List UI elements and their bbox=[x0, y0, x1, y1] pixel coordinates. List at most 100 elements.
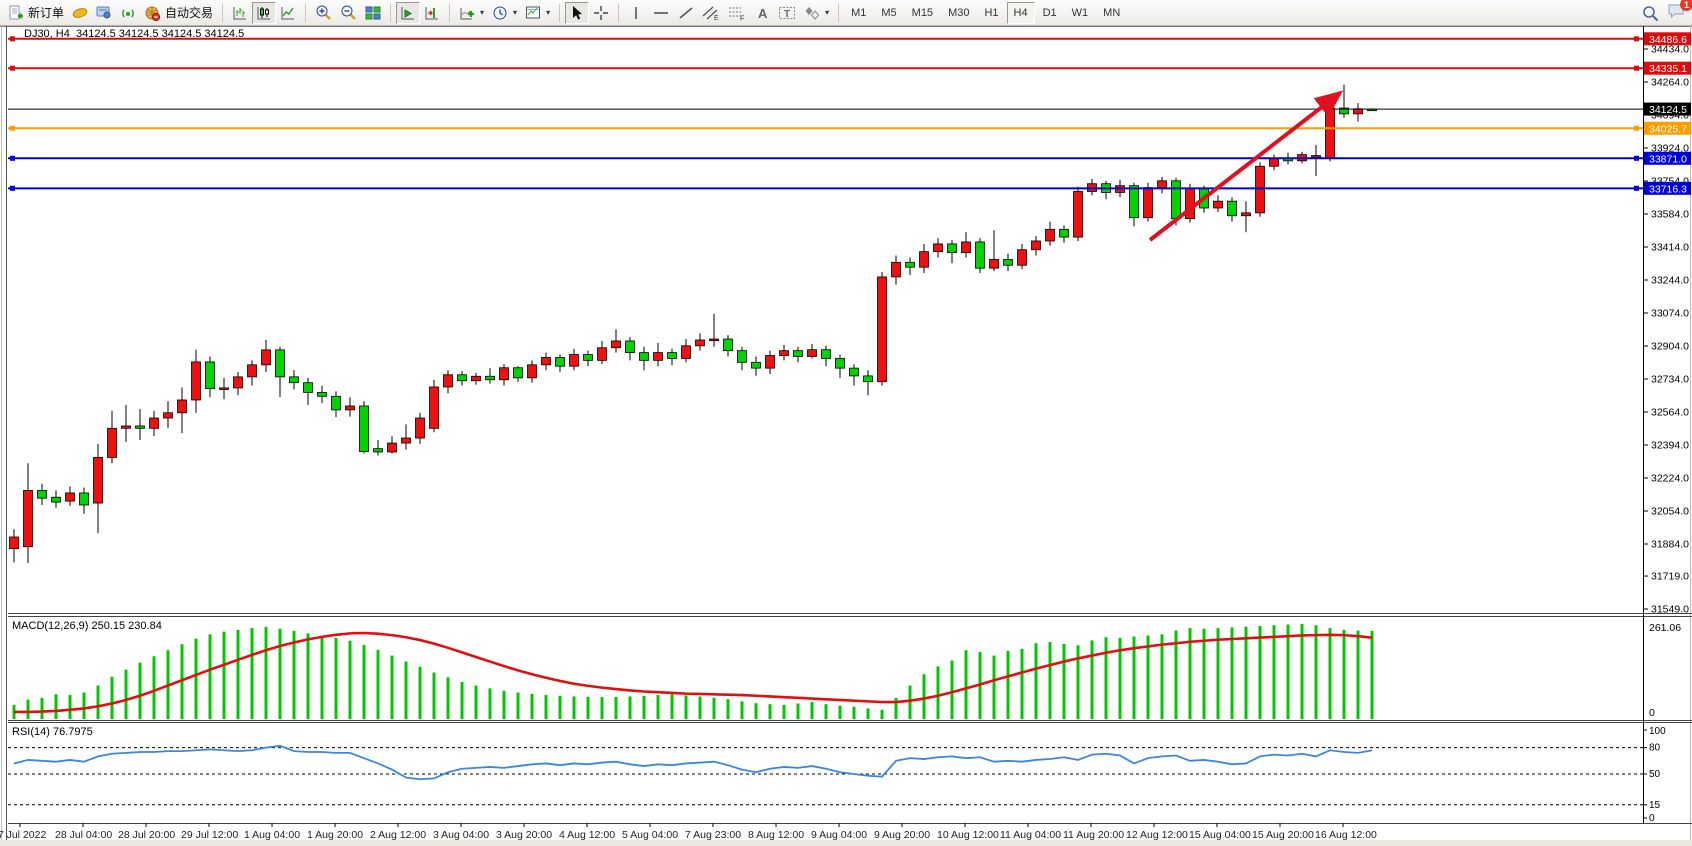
svg-text:9 Aug 20:00: 9 Aug 20:00 bbox=[874, 829, 930, 841]
market-icon bbox=[72, 7, 88, 18]
notification-badge: 1 bbox=[1680, 0, 1692, 11]
horizontal-line-button[interactable] bbox=[648, 2, 674, 24]
clock-icon bbox=[493, 6, 507, 19]
timeframe-H1[interactable]: H1 bbox=[984, 6, 999, 19]
svg-text:28 Jul 20:00: 28 Jul 20:00 bbox=[118, 829, 175, 841]
timeframe-M30[interactable]: M30 bbox=[948, 6, 970, 19]
zoom-in-icon bbox=[316, 5, 331, 20]
svg-text:33584.0: 33584.0 bbox=[1651, 209, 1689, 221]
market-button[interactable] bbox=[68, 2, 92, 24]
svg-text:16 Aug 12:00: 16 Aug 12:00 bbox=[1315, 829, 1377, 841]
trendline-button[interactable] bbox=[674, 2, 698, 24]
svg-text:9 Aug 04:00: 9 Aug 04:00 bbox=[811, 829, 867, 841]
arrows-button[interactable]: ▾ bbox=[800, 2, 833, 24]
horizontal-line-icon bbox=[654, 11, 669, 14]
svg-text:0: 0 bbox=[1649, 707, 1655, 719]
signals-button[interactable] bbox=[116, 2, 140, 24]
svg-text:28 Jul 04:00: 28 Jul 04:00 bbox=[55, 829, 112, 841]
svg-text:12 Aug 12:00: 12 Aug 12:00 bbox=[1126, 829, 1188, 841]
indicators-button[interactable]: ▾ bbox=[455, 2, 488, 24]
templates-icon bbox=[526, 6, 541, 18]
toolbar-separator bbox=[618, 3, 620, 22]
macd-signal-line bbox=[14, 631, 1373, 714]
svg-text:261.06: 261.06 bbox=[1649, 622, 1681, 634]
timeframe-MN[interactable]: MN bbox=[1103, 6, 1121, 19]
templates-button[interactable]: ▾ bbox=[521, 2, 554, 24]
chart-shift-button[interactable] bbox=[420, 2, 444, 24]
timeframe-H4[interactable]: H4 bbox=[1006, 1, 1035, 24]
date-axis: 27 Jul 2022 28 Jul 04:00 28 Jul 20:00 29 Ju… bbox=[0, 823, 1377, 841]
svg-text:50: 50 bbox=[1649, 769, 1661, 780]
svg-text:34025.7: 34025.7 bbox=[1649, 123, 1687, 135]
zoom-in-button[interactable] bbox=[311, 2, 336, 24]
svg-text:4 Aug 12:00: 4 Aug 12:00 bbox=[559, 829, 615, 841]
trend-arrow[interactable] bbox=[1148, 90, 1344, 242]
timeframe-M5[interactable]: M5 bbox=[881, 6, 897, 19]
svg-text:F: F bbox=[740, 15, 744, 21]
svg-text:E: E bbox=[714, 15, 719, 21]
svg-text:1 Aug 04:00: 1 Aug 04:00 bbox=[244, 829, 300, 841]
price-badge bbox=[1644, 151, 1691, 165]
bar-chart-button[interactable] bbox=[228, 2, 252, 24]
algo-trading-button[interactable]: 自动交易 bbox=[140, 2, 217, 24]
zoom-out-button[interactable] bbox=[336, 2, 361, 24]
chevron-down-icon: ▾ bbox=[546, 8, 551, 17]
auto-scroll-button[interactable] bbox=[396, 1, 421, 24]
svg-text:3 Aug 20:00: 3 Aug 20:00 bbox=[496, 829, 552, 841]
svg-text:3 Aug 04:00: 3 Aug 04:00 bbox=[433, 829, 489, 841]
vertical-line-button[interactable] bbox=[624, 2, 648, 24]
new-order-button[interactable]: 新订单 bbox=[4, 2, 68, 24]
text-label-icon: T bbox=[779, 6, 796, 20]
search-icon[interactable] bbox=[1642, 5, 1659, 22]
svg-text:33924.0: 33924.0 bbox=[1651, 143, 1689, 155]
fibonacci-button[interactable]: F bbox=[724, 2, 750, 24]
svg-text:32224.0: 32224.0 bbox=[1651, 473, 1689, 485]
tile-windows-button[interactable] bbox=[361, 2, 385, 24]
new-order-label: 新订单 bbox=[28, 6, 65, 20]
equidistant-channel-button[interactable]: E bbox=[698, 2, 724, 24]
toolbar-right: 1 bbox=[1642, 0, 1692, 25]
svg-text:A: A bbox=[758, 6, 768, 21]
crosshair-button[interactable] bbox=[589, 2, 613, 24]
vertical-line-icon bbox=[635, 6, 637, 19]
zoom-out-icon bbox=[341, 5, 356, 20]
line-chart-icon bbox=[281, 6, 295, 19]
candlestick-chart-icon bbox=[257, 6, 271, 19]
text-label-button[interactable]: T bbox=[774, 2, 800, 24]
price-badge bbox=[1644, 121, 1691, 135]
cursor-button[interactable] bbox=[565, 1, 590, 24]
macd-indicator-label: MACD(12,26,9) 250.15 230.84 bbox=[12, 620, 162, 632]
price-badge bbox=[1644, 32, 1691, 46]
svg-text:15 Aug 20:00: 15 Aug 20:00 bbox=[1252, 829, 1314, 841]
svg-text:15: 15 bbox=[1649, 800, 1661, 811]
line-chart-button[interactable] bbox=[276, 2, 300, 24]
timeframe-M1[interactable]: M1 bbox=[851, 6, 867, 19]
period-clock-button[interactable]: ▾ bbox=[488, 2, 521, 24]
svg-text:34124.5: 34124.5 bbox=[1649, 104, 1687, 116]
svg-text:34335.1: 34335.1 bbox=[1649, 63, 1687, 75]
svg-text:29 Jul 12:00: 29 Jul 12:00 bbox=[181, 829, 238, 841]
timeframe-W1[interactable]: W1 bbox=[1071, 6, 1089, 19]
svg-text:32564.0: 32564.0 bbox=[1651, 407, 1689, 419]
price-badge bbox=[1644, 61, 1691, 75]
notifications-button[interactable]: 1 bbox=[1667, 0, 1692, 24]
candlestick-chart-button[interactable] bbox=[252, 1, 277, 24]
auto-scroll-icon bbox=[401, 6, 415, 19]
svg-text:100: 100 bbox=[1649, 726, 1666, 737]
toolbar-separator bbox=[390, 3, 392, 22]
svg-text:2 Aug 12:00: 2 Aug 12:00 bbox=[370, 829, 426, 841]
horizontal-lines: 34486.6 34335.1 34124.5 34025.7 33871.0 33716… bbox=[8, 32, 1691, 195]
cursor-icon bbox=[573, 5, 583, 20]
price-badge bbox=[1644, 102, 1691, 116]
svg-text:32734.0: 32734.0 bbox=[1651, 374, 1689, 386]
virtual-hosting-button[interactable] bbox=[92, 2, 116, 24]
text-button[interactable]: A bbox=[750, 2, 774, 24]
svg-text:10 Aug 12:00: 10 Aug 12:00 bbox=[937, 829, 999, 841]
svg-text:1 Aug 20:00: 1 Aug 20:00 bbox=[307, 829, 363, 841]
price-badge bbox=[1644, 181, 1691, 195]
timeframe-M15[interactable]: M15 bbox=[911, 6, 934, 19]
rsi-line bbox=[13, 744, 1373, 781]
svg-text:8 Aug 12:00: 8 Aug 12:00 bbox=[748, 829, 804, 841]
timeframe-D1[interactable]: D1 bbox=[1042, 6, 1057, 19]
